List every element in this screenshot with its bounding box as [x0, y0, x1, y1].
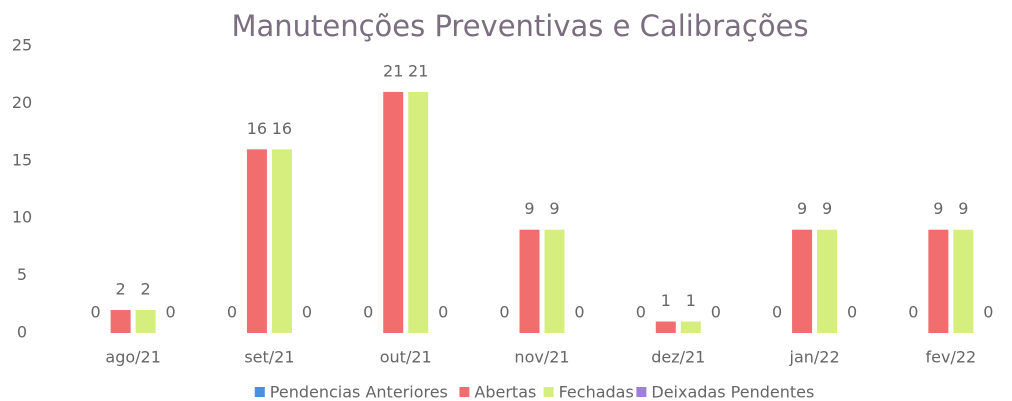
data-label: 9: [524, 199, 534, 218]
data-label: 9: [822, 199, 832, 218]
data-label: 0: [499, 303, 509, 322]
data-label: 0: [166, 303, 176, 322]
chart-title: Manutenções Preventivas e Calibrações: [231, 9, 808, 43]
legend-label: Abertas: [474, 383, 536, 401]
data-label: 0: [636, 303, 646, 322]
x-tick-label: set/21: [244, 348, 294, 367]
y-tick-label: 15: [12, 150, 32, 169]
y-tick-label: 0: [17, 323, 27, 342]
data-label: 0: [438, 303, 448, 322]
bar: [544, 229, 565, 333]
legend-swatch: [636, 387, 647, 397]
data-label: 2: [116, 280, 126, 299]
data-label: 16: [247, 119, 267, 138]
x-tick-label: ago/21: [105, 348, 161, 367]
x-tick-label: jan/22: [789, 348, 840, 367]
data-label: 0: [363, 303, 373, 322]
bar: [792, 229, 813, 333]
legend-label: Pendencias Anteriores: [270, 383, 448, 401]
x-tick-label: dez/21: [651, 348, 705, 367]
legend-label: Deixadas Pendentes: [651, 383, 814, 401]
y-tick-label: 10: [12, 208, 32, 227]
data-label: 0: [227, 303, 237, 322]
x-tick-label: nov/21: [514, 348, 569, 367]
legend-swatch: [543, 387, 554, 397]
bar: [135, 310, 156, 333]
data-label: 0: [711, 303, 721, 322]
data-label: 0: [772, 303, 782, 322]
bar: [953, 229, 974, 333]
data-label: 9: [958, 199, 968, 218]
legend-swatch: [254, 387, 265, 397]
y-tick-label: 20: [12, 93, 32, 112]
y-tick-label: 5: [17, 265, 27, 284]
data-label: 9: [797, 199, 807, 218]
bar: [408, 91, 429, 333]
bar: [817, 229, 838, 333]
legend-label: Fechadas: [559, 383, 634, 401]
bar: [383, 91, 404, 333]
bar: [519, 229, 540, 333]
x-tick-label: out/21: [380, 348, 432, 367]
bar: [680, 321, 701, 333]
data-label: 1: [686, 291, 696, 310]
data-label: 2: [141, 280, 151, 299]
data-label: 0: [91, 303, 101, 322]
data-label: 16: [272, 119, 292, 138]
data-label: 0: [847, 303, 857, 322]
data-label: 0: [908, 303, 918, 322]
bar: [655, 321, 676, 333]
data-label: 0: [983, 303, 993, 322]
bar: [271, 149, 292, 333]
data-label: 9: [933, 199, 943, 218]
data-label: 1: [661, 291, 671, 310]
y-tick-label: 25: [12, 36, 32, 55]
bar: [928, 229, 949, 333]
legend-swatch: [459, 387, 470, 397]
data-label: 21: [408, 61, 428, 80]
data-label: 9: [549, 199, 559, 218]
data-label: 0: [302, 303, 312, 322]
x-tick-label: fev/22: [926, 348, 977, 367]
data-label: 0: [574, 303, 584, 322]
bar: [246, 149, 267, 333]
bar: [110, 310, 131, 333]
data-label: 21: [383, 61, 403, 80]
